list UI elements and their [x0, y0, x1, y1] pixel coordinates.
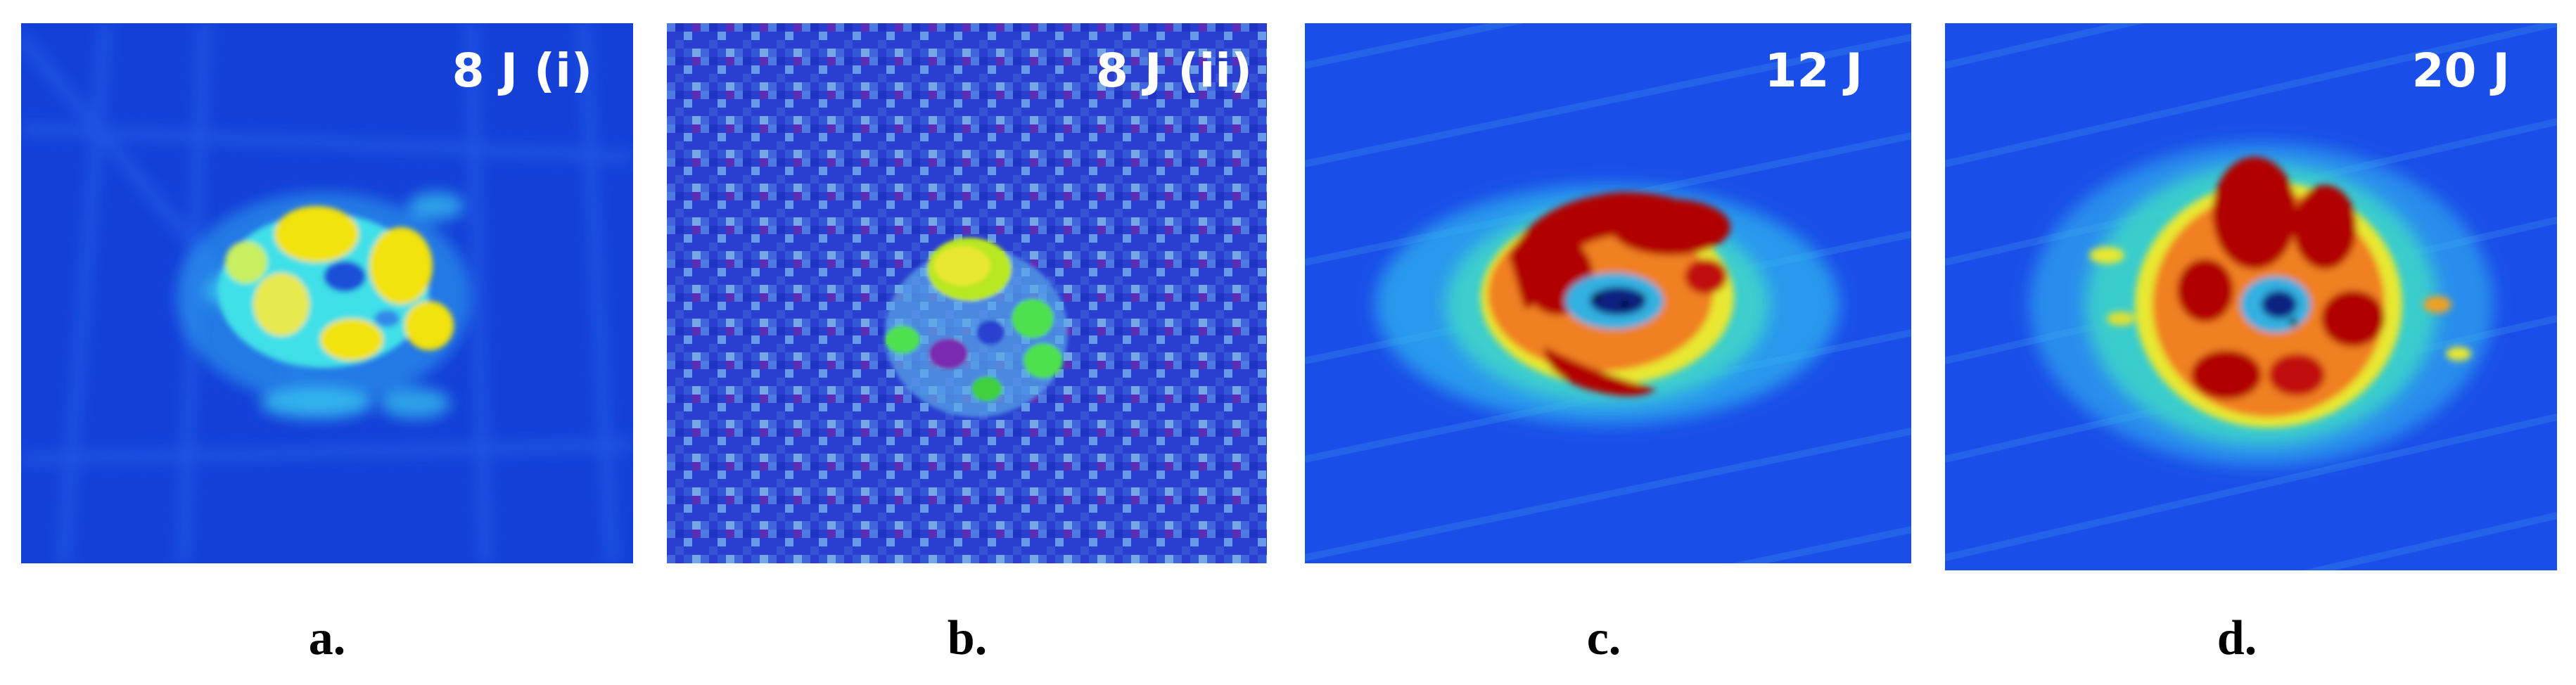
energy-label-a: 8 J (i)	[452, 44, 592, 98]
thermal-image-d-graphic	[1945, 23, 2557, 570]
energy-label-b: 8 J (ii)	[1095, 44, 1252, 98]
caption-a: a.	[308, 611, 346, 665]
caption-b: b.	[947, 611, 988, 665]
energy-label-d: 20 J	[2411, 44, 2510, 98]
thermal-image-a-graphic	[21, 23, 633, 563]
caption-c: c.	[1586, 611, 1621, 665]
thermal-image-c-graphic	[1305, 23, 1911, 563]
thermal-image-b-graphic	[667, 23, 1267, 563]
thermal-image-b	[667, 23, 1267, 563]
thermal-image-d	[1945, 23, 2557, 570]
caption-d: d.	[2217, 611, 2257, 665]
energy-label-c: 12 J	[1764, 44, 1863, 98]
thermal-image-c	[1305, 23, 1911, 563]
thermal-image-a	[21, 23, 633, 563]
